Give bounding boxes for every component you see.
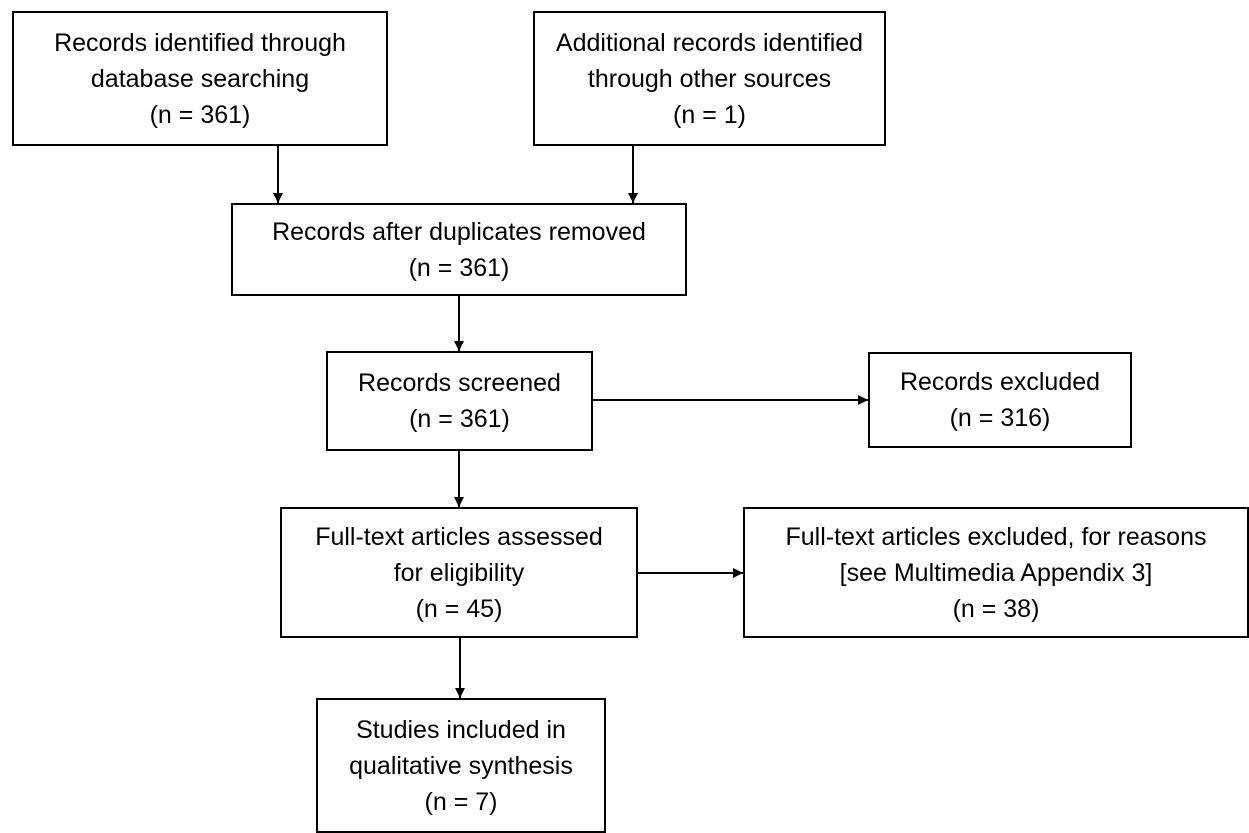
studies-included-line2: qualitative synthesis — [349, 751, 573, 780]
full-text-excluded-line1: Full-text articles excluded, for reasons — [785, 522, 1207, 551]
records-screened-line1: Records screened — [358, 369, 561, 397]
full-text-excluded-line2: [see Multimedia Appendix 3] — [839, 558, 1153, 587]
after-duplicates-line1: Records after duplicates removed — [272, 217, 646, 246]
additional-records-line1: Additional records identified — [555, 28, 864, 57]
records-screened-count: (n = 361) — [409, 405, 510, 433]
additional-records-count: (n = 1) — [673, 100, 746, 129]
full-text-assessed-count: (n = 45) — [415, 594, 503, 623]
additional-records-box: Additional records identified through ot… — [533, 11, 886, 146]
records-identified-line1: Records identified through — [54, 28, 346, 57]
full-text-excluded-count: (n = 38) — [952, 594, 1040, 623]
records-identified-box: Records identified through database sear… — [12, 11, 388, 146]
records-excluded-count: (n = 316) — [949, 404, 1051, 432]
records-excluded-line1: Records excluded — [899, 368, 1101, 396]
after-duplicates-count: (n = 361) — [408, 253, 510, 282]
after-duplicates-box: Records after duplicates removed (n = 36… — [231, 203, 687, 296]
full-text-excluded-box: Full-text articles excluded, for reasons… — [743, 507, 1249, 638]
records-identified-count: (n = 361) — [149, 100, 251, 129]
studies-included-box: Studies included in qualitative synthesi… — [316, 698, 606, 833]
full-text-assessed-line1: Full-text articles assessed — [315, 522, 603, 551]
additional-records-line2: through other sources — [587, 64, 832, 93]
full-text-assessed-box: Full-text articles assessed for eligibil… — [280, 507, 638, 638]
full-text-assessed-line2: for eligibility — [393, 558, 525, 587]
records-identified-line2: database searching — [90, 64, 310, 93]
records-excluded-box: Records excluded (n = 316) — [868, 352, 1132, 448]
studies-included-count: (n = 7) — [424, 787, 498, 816]
studies-included-line1: Studies included in — [356, 715, 566, 744]
records-screened-box: Records screened (n = 361) — [326, 351, 593, 451]
